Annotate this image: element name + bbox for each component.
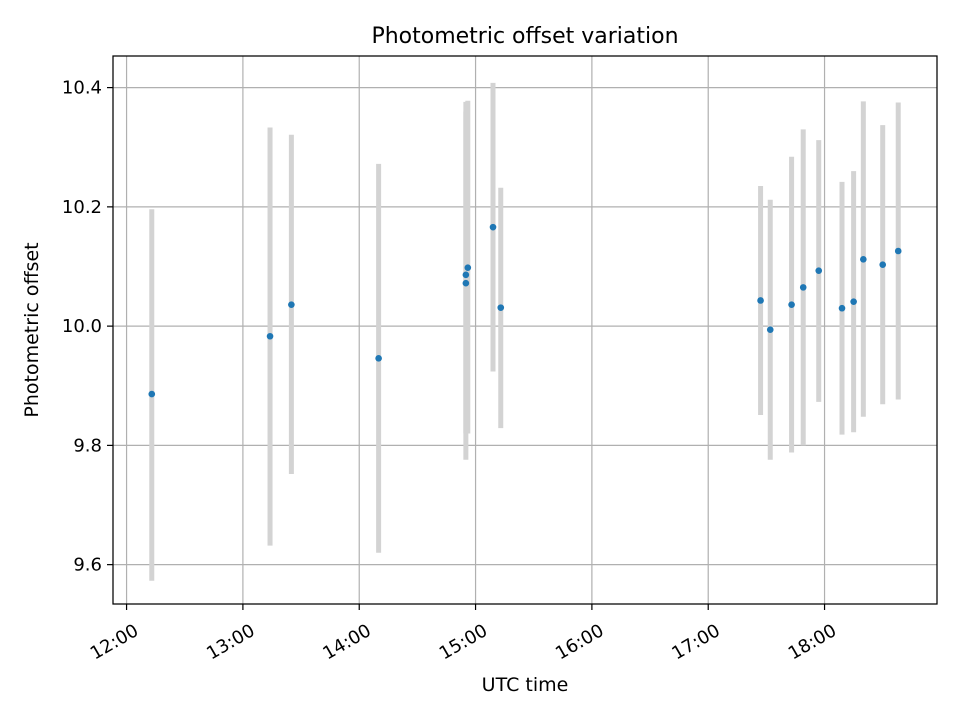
data-point: [838, 304, 846, 312]
data-point: [489, 223, 497, 231]
data-points: [148, 223, 902, 398]
data-point: [462, 271, 470, 279]
data-point: [462, 279, 470, 287]
x-axis-label: UTC time: [482, 674, 569, 696]
data-point: [497, 304, 505, 311]
y-axis-label: Photometric offset: [21, 242, 43, 417]
grid: [113, 56, 937, 604]
y-tick-label: 10.0: [62, 316, 102, 337]
data-point: [288, 301, 295, 308]
data-point: [879, 261, 887, 269]
axes-frame: [112, 55, 938, 605]
data-point: [766, 326, 774, 334]
data-point: [860, 256, 867, 263]
y-tick-label: 9.6: [73, 555, 102, 576]
data-point: [815, 267, 823, 274]
y-tick-label: 10.4: [62, 78, 102, 99]
y-tick-label: 9.8: [73, 435, 102, 456]
y-tick-label: 10.2: [62, 197, 102, 218]
data-point: [788, 301, 795, 308]
data-point: [757, 297, 764, 304]
data-point: [148, 390, 156, 398]
chart-title: Photometric offset variation: [371, 24, 678, 49]
data-point: [464, 264, 472, 271]
data-point: [375, 355, 382, 362]
data-point: [850, 298, 857, 305]
data-point: [266, 332, 274, 340]
data-point: [799, 284, 807, 291]
data-point: [894, 247, 902, 255]
